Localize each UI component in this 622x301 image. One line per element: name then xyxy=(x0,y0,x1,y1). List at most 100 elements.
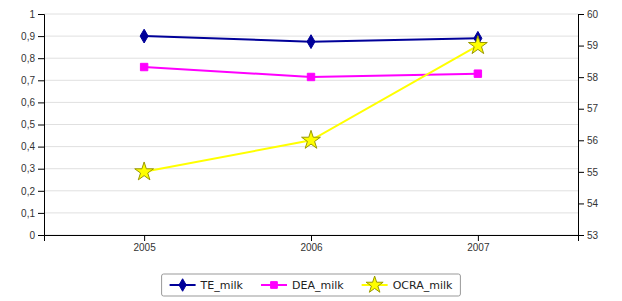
tick-label: 55 xyxy=(587,167,599,178)
tick-mark xyxy=(478,235,479,241)
point xyxy=(302,130,321,148)
tick-mark xyxy=(38,36,44,37)
tick: 0,6 xyxy=(21,97,44,108)
grid-line xyxy=(44,58,578,59)
tick: 0,2 xyxy=(21,186,44,197)
tick-label: 0,4 xyxy=(21,141,35,152)
tick-label: 56 xyxy=(587,135,599,146)
tick-label: 59 xyxy=(587,40,599,51)
point xyxy=(307,73,314,80)
legend: TE_milk DEA_milk OCRA_milk xyxy=(162,274,461,296)
tick-mark xyxy=(38,125,44,126)
tick-label: 0,7 xyxy=(21,75,35,86)
tick-label: 54 xyxy=(587,198,599,209)
tick-label: 53 xyxy=(587,230,599,241)
tick-label: 57 xyxy=(587,103,599,114)
tick-mark xyxy=(38,14,44,15)
grid-line xyxy=(44,124,578,125)
tick-mark xyxy=(38,80,44,81)
tick-mark xyxy=(38,169,44,170)
grid-line xyxy=(44,168,578,169)
tick-mark xyxy=(578,140,584,141)
tick-label: 0,5 xyxy=(21,119,35,130)
tick-label: 58 xyxy=(587,72,599,83)
tick-mark xyxy=(311,235,312,241)
tick: 2007 xyxy=(467,235,490,253)
point xyxy=(135,162,154,180)
legend-item: TE_milk xyxy=(170,279,244,292)
legend-item: DEA_milk xyxy=(261,279,344,292)
tick: 53 xyxy=(578,230,599,241)
tick: 2006 xyxy=(300,235,323,253)
series-group xyxy=(135,29,488,180)
tick: 59 xyxy=(578,40,599,51)
tick-mark xyxy=(38,191,44,192)
tick-label: 0 xyxy=(29,230,35,241)
legend-box xyxy=(162,274,461,296)
tick-label: 2007 xyxy=(467,242,490,253)
tick: 60 xyxy=(578,9,599,20)
legend-label: OCRA_milk xyxy=(393,279,453,292)
legend-label: DEA_milk xyxy=(292,279,344,292)
point xyxy=(307,35,315,49)
grid-line xyxy=(44,190,578,191)
tick-mark xyxy=(38,235,44,236)
grid-line xyxy=(44,146,578,147)
point xyxy=(140,63,147,70)
tick-label: 0,8 xyxy=(21,53,35,64)
tick-mark xyxy=(578,46,584,47)
legend-symbol xyxy=(366,276,383,292)
tick-mark xyxy=(578,172,584,173)
legend-label: TE_milk xyxy=(200,279,244,292)
y2-axis: 53 54 55 56 57 58 59 60 xyxy=(578,9,599,241)
axis-line xyxy=(579,15,585,236)
tick-mark xyxy=(38,213,44,214)
point xyxy=(140,29,148,43)
tick-label: 0,9 xyxy=(21,31,35,42)
plot: 2005 2006 2007 0 0,1 0,2 0,3 0,4 0,5 0,6 0,7 0,8 0,9… xyxy=(21,9,598,253)
x-axis: 2005 2006 2007 xyxy=(45,235,579,253)
tick-mark xyxy=(578,14,584,15)
tick-label: 2006 xyxy=(300,242,323,253)
grid-line xyxy=(44,102,578,103)
chart: 2005 2006 2007 0 0,1 0,2 0,3 0,4 0,5 0,6 0,7 0,8 0,9… xyxy=(0,0,622,301)
tick-label: 2005 xyxy=(134,242,157,253)
tick: 56 xyxy=(578,135,599,146)
tick-mark xyxy=(578,203,584,204)
tick: 0,8 xyxy=(21,53,44,64)
tick-mark xyxy=(38,147,44,148)
tick-mark xyxy=(578,77,584,78)
tick: 58 xyxy=(578,72,599,83)
tick-mark xyxy=(578,235,584,236)
point xyxy=(474,70,481,77)
tick-label: 1 xyxy=(29,9,35,20)
point xyxy=(468,36,487,54)
tick: 57 xyxy=(578,103,599,114)
tick: 55 xyxy=(578,167,599,178)
tick-label: 0,3 xyxy=(21,163,35,174)
grid xyxy=(44,14,578,235)
tick-mark xyxy=(144,235,145,241)
tick: 0,7 xyxy=(21,75,44,86)
tick-label: 0,1 xyxy=(21,208,35,219)
grid-line xyxy=(44,212,578,213)
legend-item: OCRA_milk xyxy=(362,276,453,292)
tick: 0,9 xyxy=(21,31,44,42)
tick: 2005 xyxy=(134,235,157,253)
tick: 0 xyxy=(29,230,44,241)
tick-mark xyxy=(38,58,44,59)
tick-label: 0,6 xyxy=(21,97,35,108)
tick: 0,5 xyxy=(21,119,44,130)
tick: 0,4 xyxy=(21,141,44,152)
series-line xyxy=(144,46,478,172)
axis-line xyxy=(38,15,45,236)
tick: 0,1 xyxy=(21,208,44,219)
grid-line xyxy=(44,14,578,15)
tick: 1 xyxy=(29,9,44,20)
tick: 54 xyxy=(578,198,599,209)
tick: 0,3 xyxy=(21,163,44,174)
y-axis: 0 0,1 0,2 0,3 0,4 0,5 0,6 0,7 0,8 0,9 1 xyxy=(21,9,44,241)
legend-symbol xyxy=(271,282,278,289)
tick-mark xyxy=(38,102,44,103)
tick-label: 60 xyxy=(587,9,599,20)
